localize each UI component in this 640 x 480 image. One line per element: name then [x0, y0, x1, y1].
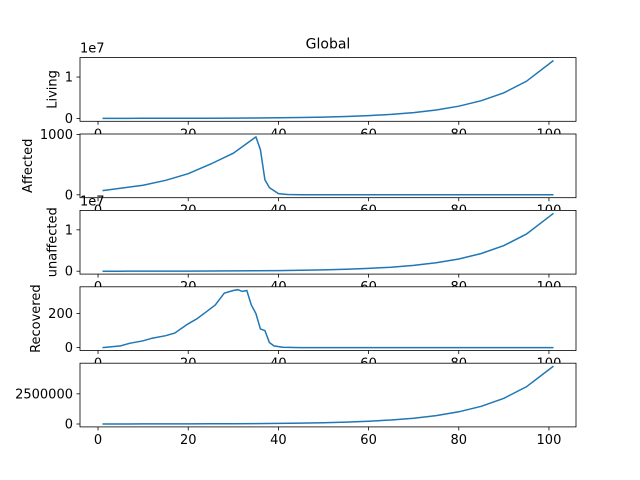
data-line: [102, 59, 554, 120]
data-line: [102, 135, 554, 196]
axes-background: [80, 210, 576, 275]
axes-background: [80, 286, 576, 351]
axes-frame: [79, 362, 577, 428]
y-axis-label: Recovered: [29, 284, 44, 353]
axes-frame: [79, 286, 577, 351]
y-tick-label: 0: [65, 188, 73, 203]
x-tick-label: 40: [270, 433, 287, 448]
axes-frame: [79, 133, 577, 199]
y-tick-label: 0: [65, 418, 73, 433]
x-tick-label: 20: [180, 433, 197, 448]
x-tick-label: 100: [537, 433, 562, 448]
x-tick-label: 0: [94, 433, 102, 448]
offset-label: 1e7: [80, 42, 105, 57]
data-line: [102, 212, 554, 272]
y-tick-label: 1: [65, 223, 73, 238]
offset-label: 1e7: [80, 194, 105, 209]
y-tick-label: 0: [65, 341, 73, 356]
y-tick-label: 1000: [40, 128, 73, 143]
axes-background: [80, 57, 576, 122]
y-tick-label: 2500000: [15, 387, 73, 402]
axes-background: [80, 134, 576, 198]
y-tick-label: 0: [65, 265, 73, 280]
axes-background: [80, 363, 576, 427]
chart-title: Global: [306, 37, 351, 53]
y-tick-label: 200: [48, 307, 73, 322]
axes-frame: [79, 209, 577, 275]
data-line: [102, 365, 554, 425]
data-line: [102, 288, 554, 349]
y-tick-label: 1: [65, 71, 73, 86]
axes-frame: [79, 57, 577, 122]
x-tick-label: 60: [360, 433, 377, 448]
x-tick-label: 80: [450, 433, 467, 448]
y-axis-label: Affected: [21, 139, 36, 193]
y-axis-label: unaffected: [46, 207, 61, 277]
y-tick-label: 0: [65, 112, 73, 127]
y-axis-label: Living: [46, 70, 61, 109]
